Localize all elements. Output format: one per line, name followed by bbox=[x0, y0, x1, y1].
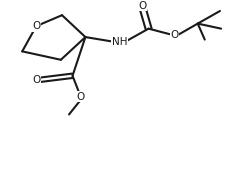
Text: NH: NH bbox=[112, 37, 127, 47]
Text: O: O bbox=[139, 1, 147, 11]
Text: O: O bbox=[170, 30, 179, 40]
Text: O: O bbox=[32, 75, 40, 85]
Text: O: O bbox=[77, 92, 85, 102]
Text: O: O bbox=[32, 21, 40, 31]
